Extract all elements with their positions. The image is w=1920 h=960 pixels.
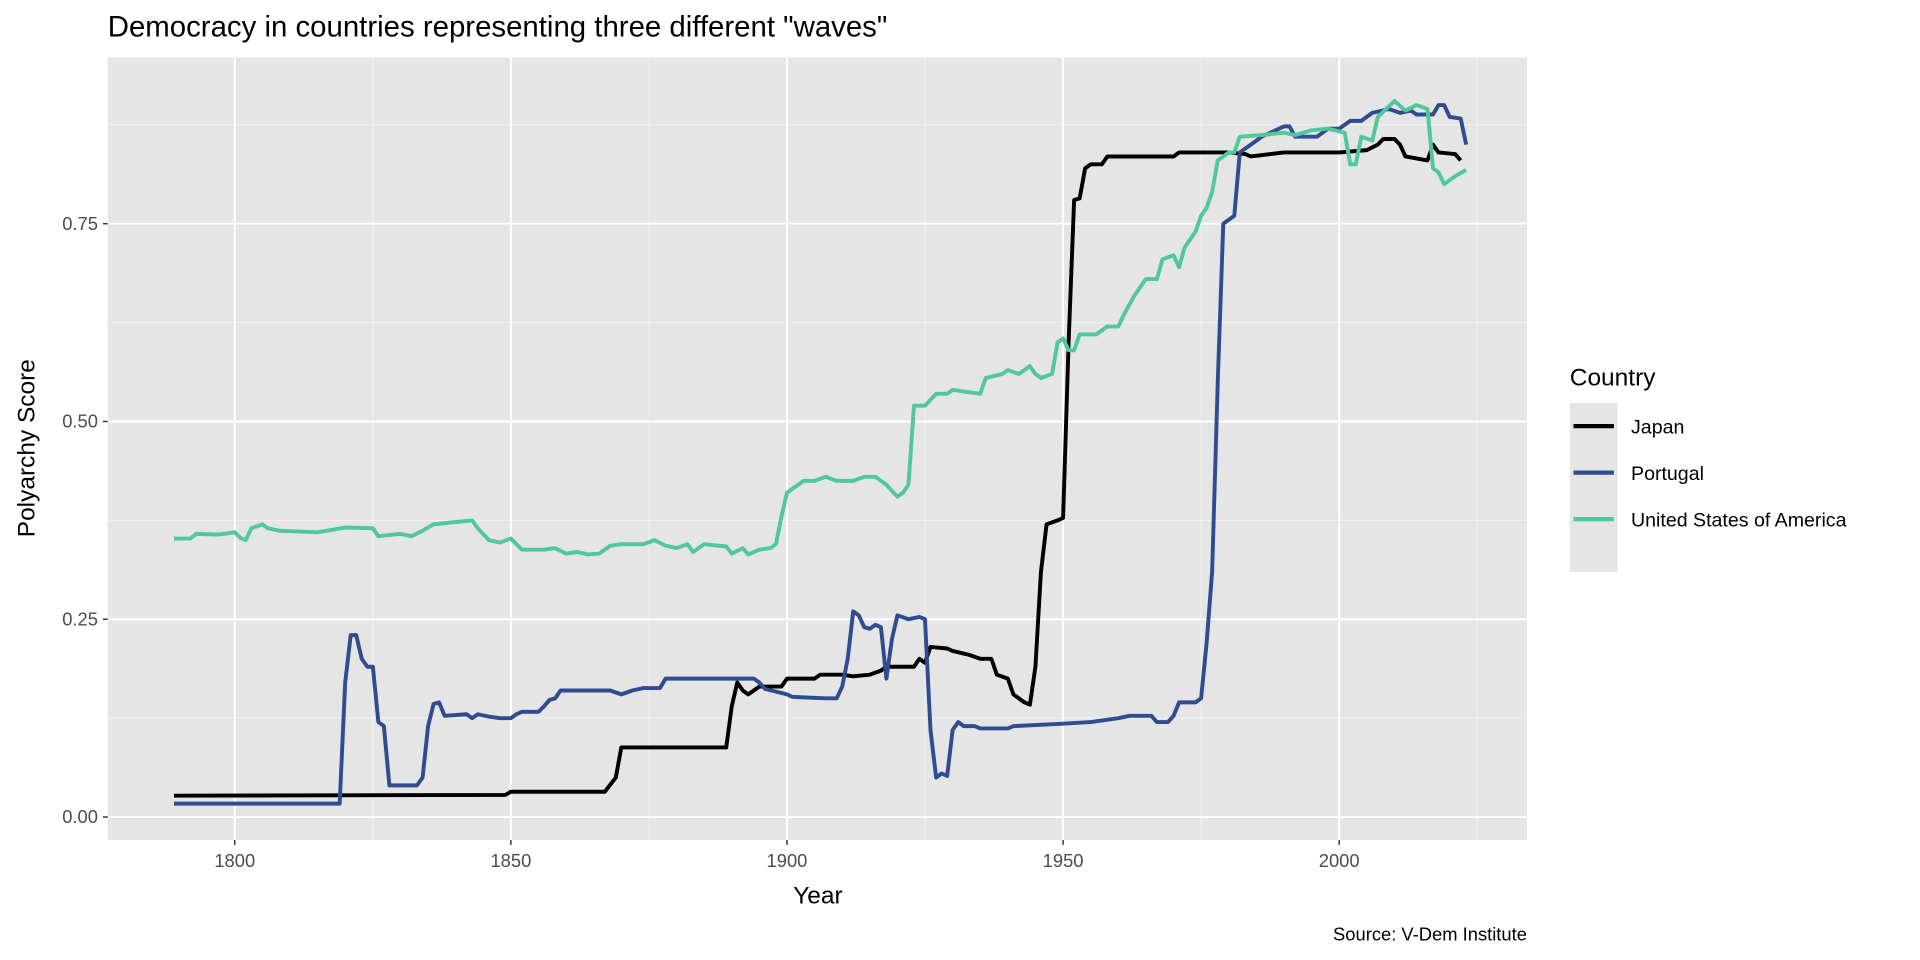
y-tick-label: 0.50 bbox=[62, 411, 98, 432]
x-axis-title: Year bbox=[793, 883, 842, 910]
series-line-portugal bbox=[174, 103, 1469, 806]
legend-title: Country bbox=[1570, 365, 1656, 392]
x-tick-label: 1800 bbox=[214, 850, 255, 871]
plot-panel bbox=[107, 57, 1527, 840]
x-tick-label: 1900 bbox=[767, 850, 808, 871]
legend-keys-bg bbox=[1569, 402, 1618, 572]
legend-label-japan: Japan bbox=[1631, 416, 1684, 438]
y-tick-label: 0.75 bbox=[62, 213, 98, 234]
x-tick-label: 1950 bbox=[1043, 850, 1084, 871]
series-line-japan bbox=[173, 137, 1463, 798]
series-line-united-states-of-america bbox=[174, 99, 1468, 557]
legend-label-portugal: Portugal bbox=[1631, 463, 1704, 485]
caption: Source: V-Dem Institute bbox=[1333, 923, 1527, 944]
x-tick-label: 2000 bbox=[1319, 850, 1360, 871]
y-tick-label: 0.00 bbox=[62, 806, 98, 827]
legend-label-united-states-of-america: United States of America bbox=[1631, 510, 1847, 532]
y-axis-title: Polyarchy Score bbox=[13, 359, 40, 537]
chart-title: Democracy in countries representing thre… bbox=[108, 11, 888, 44]
x-tick-label: 1850 bbox=[490, 850, 531, 871]
y-tick-label: 0.25 bbox=[62, 608, 98, 629]
